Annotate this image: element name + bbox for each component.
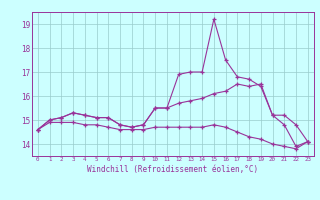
X-axis label: Windchill (Refroidissement éolien,°C): Windchill (Refroidissement éolien,°C)	[87, 165, 258, 174]
